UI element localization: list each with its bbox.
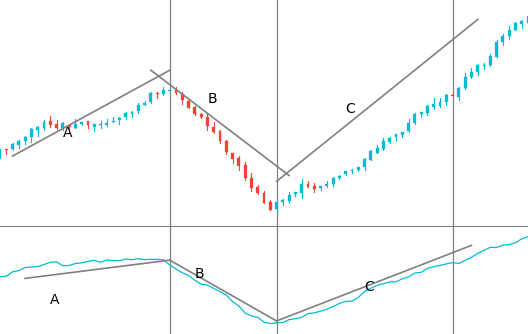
Bar	[106, 123, 108, 125]
Bar	[162, 90, 165, 95]
Bar	[112, 121, 115, 122]
Bar	[137, 105, 140, 112]
Bar	[175, 90, 177, 94]
Bar	[382, 141, 385, 149]
Bar	[68, 125, 71, 127]
Bar	[168, 90, 171, 91]
Bar	[319, 186, 322, 188]
Bar	[0, 149, 2, 157]
Bar	[526, 16, 528, 22]
Bar	[212, 127, 215, 132]
Bar	[413, 114, 416, 123]
Bar	[401, 132, 404, 135]
Text: C: C	[364, 280, 374, 294]
Bar	[344, 171, 347, 174]
Bar	[439, 102, 441, 106]
Bar	[357, 167, 360, 170]
Bar	[149, 93, 152, 102]
Bar	[325, 184, 328, 186]
Bar	[502, 36, 504, 42]
Bar	[43, 122, 45, 128]
Bar	[49, 121, 52, 126]
Bar	[483, 65, 485, 66]
Bar	[281, 200, 284, 202]
Bar	[294, 192, 297, 194]
Bar	[87, 122, 89, 125]
Bar	[99, 124, 102, 125]
Bar	[74, 124, 77, 128]
Bar	[307, 184, 309, 187]
Bar	[520, 21, 523, 24]
Bar	[351, 170, 353, 171]
Bar	[370, 151, 372, 160]
Bar	[300, 184, 303, 193]
Bar	[181, 94, 184, 100]
Bar	[231, 153, 234, 159]
Bar	[476, 64, 479, 72]
Bar	[514, 23, 517, 30]
Bar	[338, 176, 341, 178]
Bar	[275, 202, 278, 209]
Bar	[200, 114, 203, 117]
Bar	[143, 103, 146, 105]
Bar	[93, 124, 96, 127]
Bar	[313, 186, 316, 189]
Bar	[206, 117, 209, 126]
Bar	[464, 77, 467, 88]
Text: B: B	[195, 268, 204, 281]
Bar	[451, 95, 454, 96]
Bar	[118, 118, 121, 120]
Bar	[17, 141, 20, 145]
Bar	[5, 149, 8, 150]
Bar	[80, 122, 83, 124]
Bar	[432, 104, 435, 107]
Bar	[262, 193, 266, 203]
Bar	[288, 195, 290, 201]
Bar	[445, 96, 448, 102]
Bar	[332, 178, 335, 184]
Bar	[36, 127, 39, 130]
Bar	[124, 113, 127, 117]
Bar	[187, 101, 190, 108]
Bar	[489, 56, 492, 65]
Bar	[470, 72, 473, 77]
Bar	[244, 165, 247, 178]
Bar	[61, 123, 64, 128]
Bar	[156, 93, 158, 94]
Bar	[11, 144, 14, 149]
Bar	[193, 107, 196, 114]
Text: B: B	[208, 93, 217, 106]
Text: A: A	[63, 126, 72, 140]
Bar	[24, 137, 26, 141]
Bar	[407, 123, 410, 131]
Bar	[388, 138, 391, 142]
Bar	[394, 134, 398, 137]
Bar	[426, 106, 429, 113]
Bar	[420, 112, 422, 114]
Bar	[130, 112, 134, 114]
Bar	[225, 141, 228, 152]
Bar	[495, 42, 498, 57]
Bar	[250, 178, 253, 188]
Bar	[219, 131, 221, 141]
Text: C: C	[346, 102, 355, 116]
Bar	[30, 129, 33, 137]
Bar	[238, 158, 240, 166]
Bar	[55, 124, 58, 128]
Text: A: A	[50, 294, 60, 308]
Bar	[508, 30, 511, 36]
Bar	[457, 88, 460, 97]
Bar	[269, 202, 272, 209]
Bar	[363, 159, 366, 167]
Bar	[376, 148, 379, 153]
Bar	[256, 187, 259, 192]
